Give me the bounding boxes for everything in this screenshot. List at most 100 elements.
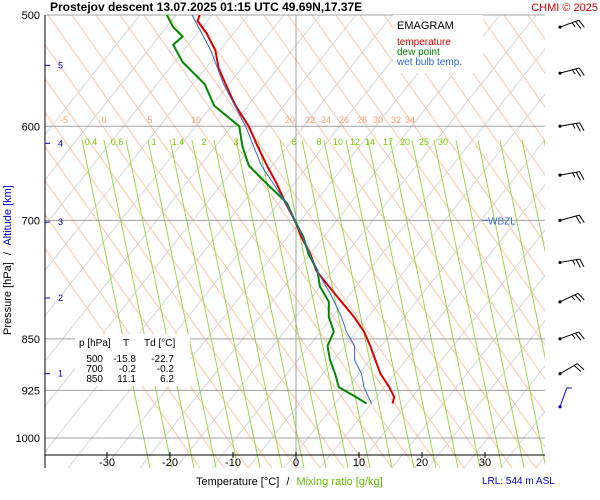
table-cell: -0.2 [157, 364, 175, 375]
isotherm-line [45, 15, 213, 226]
x-tick-label: -30 [99, 457, 115, 469]
dry-adiabat-label: 10 [191, 115, 201, 125]
mixing-ratio-line [235, 139, 305, 468]
wind-barb-flag [575, 172, 581, 181]
mixing-ratio-line [521, 139, 545, 254]
y-label-sep: / [2, 251, 14, 255]
wind-barb-flag [578, 214, 585, 223]
dry-adiabat-line [45, 111, 297, 468]
lrl-label: LRL: 544 m ASL [482, 476, 555, 487]
table-cell: -0.2 [119, 364, 137, 375]
dry-adiabat-label: 20 [285, 115, 295, 125]
mixing-ratio-label: 8 [316, 137, 321, 147]
diagonal-lines [45, 15, 545, 468]
wind-barb-flag [572, 123, 576, 129]
isotherm-line [45, 15, 177, 181]
dry-adiabat-line [191, 15, 513, 468]
legend-dew-point: dew point [397, 47, 440, 58]
mixing-ratio-line [213, 139, 283, 468]
mixing-ratio-label: 2 [201, 137, 206, 147]
table-cell: 700 [86, 364, 103, 375]
wind-barb-flag [571, 69, 576, 75]
dry-adiabat-label: 34 [405, 115, 415, 125]
wind-barb-flag [572, 172, 576, 178]
profile-series [165, 15, 396, 405]
isotherm-line [175, 15, 537, 468]
isotherm-line [45, 15, 321, 362]
table-header-t: T [123, 338, 129, 349]
pressure-tick-label: 600 [22, 121, 40, 133]
x-tick-label: 0 [293, 457, 299, 469]
wind-barb-dot [558, 173, 562, 177]
wind-barb [558, 122, 585, 132]
x-axis-label: Temperature [°C] / Mixing ratio [g/kg] [196, 476, 383, 488]
dry-adiabat-line [119, 15, 441, 468]
wind-barb-flag [575, 123, 581, 132]
wind-barb-flag [579, 122, 585, 131]
dry-adiabat-line [167, 15, 489, 468]
dry-adiabat-line [479, 15, 545, 108]
chart-title: Prostejov descent 13.07.2025 01:15 UTC 4… [50, 0, 362, 14]
dry-adiabat-line [335, 15, 545, 312]
dry-adiabat-label: 5 [147, 115, 152, 125]
mixing-ratio-line [499, 139, 545, 360]
dry-adiabat-line [45, 145, 273, 468]
wind-barb-dot [558, 260, 562, 265]
wind-barb-flag [571, 334, 576, 339]
isotherm-line [319, 184, 545, 468]
mixing-ratio-line [191, 139, 261, 468]
table-header-p: p [hPa] [79, 338, 111, 349]
y-label-altitude: Altitude [km] [2, 185, 14, 246]
mixing-ratio-label: 0.4 [85, 137, 98, 147]
wind-barbs [558, 19, 585, 409]
dry-adiabat-line [71, 15, 393, 468]
dry-adiabat-line [287, 15, 545, 380]
isotherm-line [463, 365, 545, 468]
x-tick-label: 30 [479, 457, 491, 469]
mixing-ratio-label: 1 [151, 137, 156, 147]
copyright: CHMI © 2025 [531, 2, 598, 14]
legend-wet-bulb: wet bulb temp. [396, 57, 462, 68]
table-cell: 11.1 [117, 374, 136, 385]
dry-adiabat-line [47, 15, 369, 468]
y-axis-label: Pressure [hPa] / Altitude [km] [2, 185, 14, 335]
wind-barb-flag [572, 259, 576, 265]
pressure-tick-label: 700 [22, 215, 40, 227]
table-cell: 850 [86, 374, 103, 385]
wind-barb [558, 19, 585, 29]
altitude-tick-label: 3 [58, 217, 63, 227]
mixing-ratio-label: 30 [438, 137, 448, 147]
isotherm-line [45, 15, 141, 136]
dry-adiabat-line [45, 247, 201, 468]
wind-barb-dot [558, 124, 562, 128]
values-table: p [hPa] T Td [°C] 500 -15.8 -22.7 700 -0… [75, 334, 190, 386]
wind-barb [558, 171, 585, 181]
isotherm-line [247, 93, 545, 468]
wind-barb-flag [571, 22, 576, 27]
dry-adiabat-label: 28 [357, 115, 367, 125]
mixing-ratio-line [301, 139, 371, 468]
x-tick-label: -20 [162, 457, 178, 469]
dry-adiabat-label: -5 [60, 115, 68, 125]
isotherm-line [355, 229, 545, 468]
wind-barb-flag [577, 293, 585, 301]
isotherm-line [103, 15, 465, 468]
mixing-ratio-line [81, 139, 151, 468]
mixing-ratio-label: 10 [333, 137, 343, 147]
mixing-ratio-line [345, 139, 415, 468]
mixing-ratio-line [147, 139, 217, 468]
wind-barb-flag [573, 365, 582, 372]
mixing-ratio-line [367, 139, 437, 468]
dry-adiabat-label: 0 [101, 115, 106, 125]
wind-barb [558, 331, 585, 341]
table-header-td: Td [°C] [144, 338, 175, 349]
x-label-sep: / [286, 476, 290, 488]
mixing-ratio-label: 14 [365, 137, 375, 147]
dry-adiabat-line [95, 15, 417, 468]
mixing-ratio-line [279, 139, 349, 468]
x-label-mix: Mixing ratio [g/kg] [296, 476, 382, 488]
isotherm-line [283, 138, 545, 468]
wbzl-label: WBZL [488, 216, 516, 227]
dry-adiabat-label: 24 [321, 115, 331, 125]
wind-barb [558, 387, 572, 409]
